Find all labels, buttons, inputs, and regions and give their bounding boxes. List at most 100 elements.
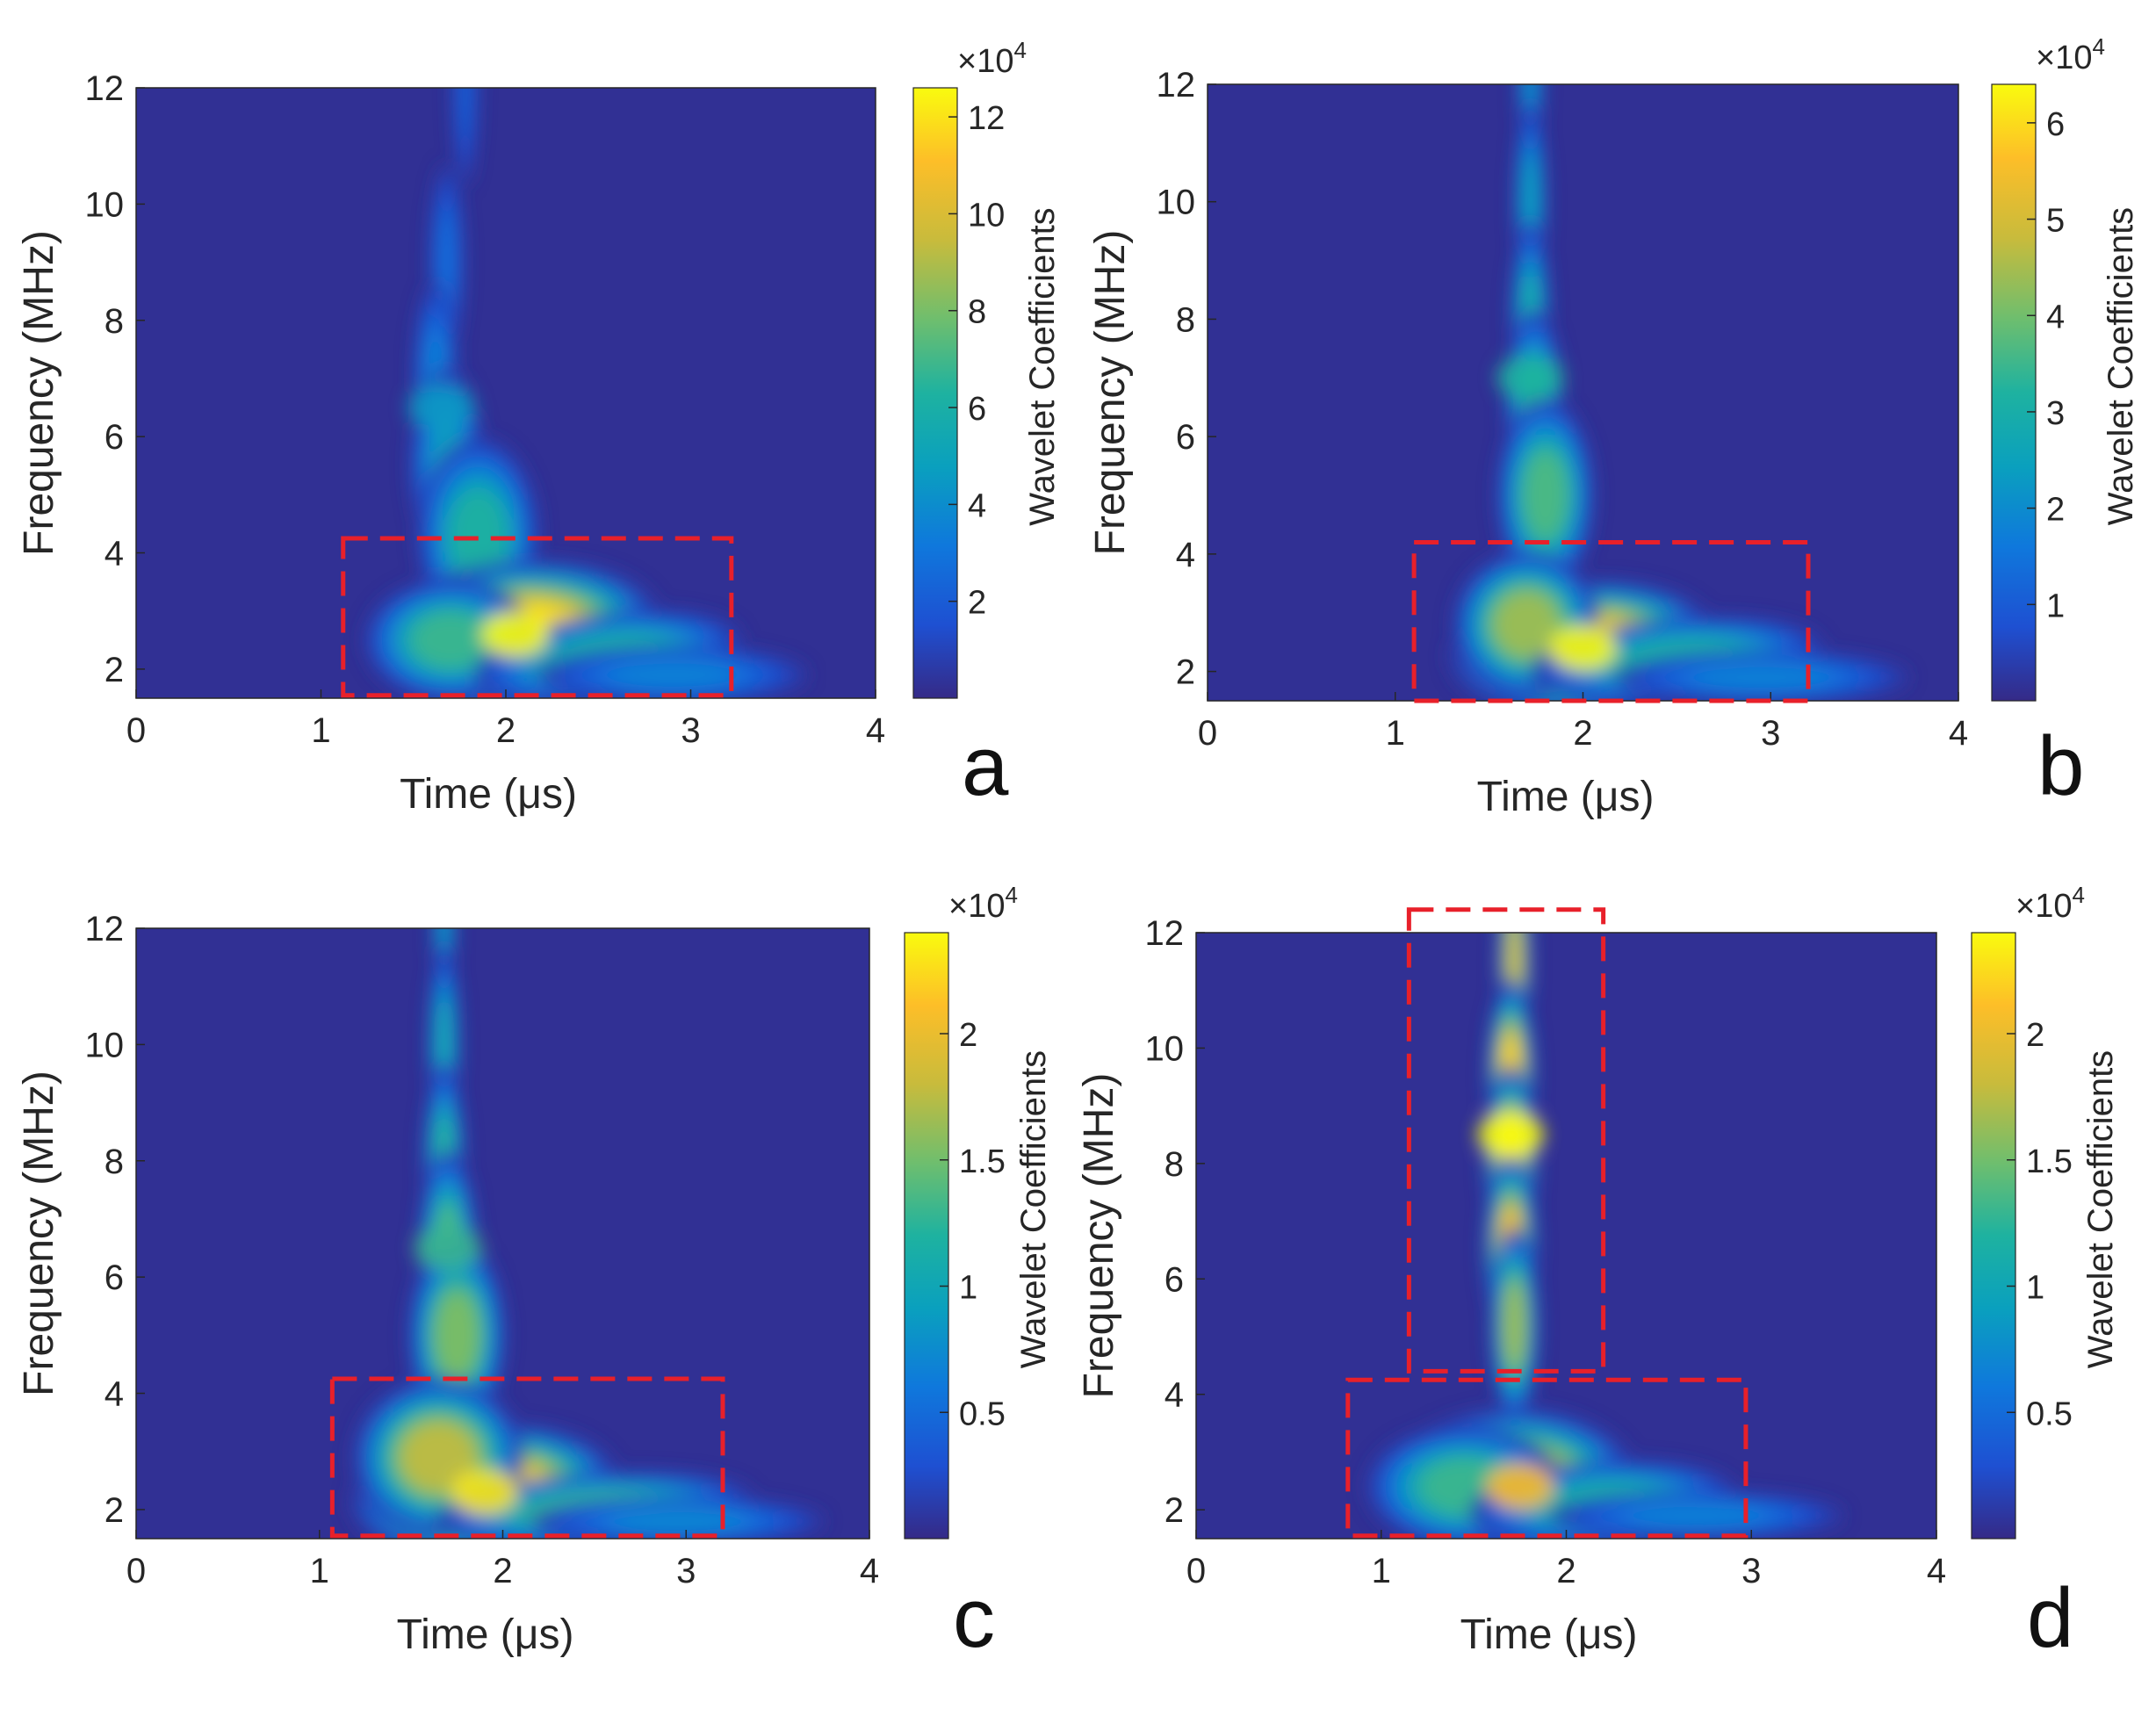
energy-blob bbox=[1630, 1504, 1762, 1527]
x-tick-label: 1 bbox=[1372, 1552, 1391, 1590]
ridge-mark bbox=[435, 1291, 480, 1379]
energy-blob bbox=[412, 612, 489, 667]
colorbar-exponent: 4 bbox=[1013, 37, 1026, 63]
y-axis-label: Frequency (MHz) bbox=[16, 230, 62, 556]
colorbar-tick-label: 1 bbox=[2046, 588, 2065, 624]
x-tick-label: 0 bbox=[1198, 714, 1217, 753]
x-tick-label: 4 bbox=[1927, 1552, 1946, 1590]
y-tick-label: 10 bbox=[85, 1026, 125, 1064]
energy-blob bbox=[612, 661, 732, 689]
y-tick-label: 10 bbox=[85, 185, 125, 224]
peak-hotspot bbox=[1477, 1112, 1545, 1157]
colorbar-multiplier: ×104 bbox=[948, 882, 1018, 925]
colorbar-multiplier: ×104 bbox=[2015, 882, 2085, 925]
x-tick-label: 2 bbox=[1556, 1552, 1576, 1590]
x-tick-label: 2 bbox=[496, 711, 516, 750]
x-tick-label: 4 bbox=[860, 1552, 879, 1590]
colorbar bbox=[1991, 83, 2037, 702]
panel-label: d bbox=[2027, 1571, 2073, 1665]
colorbar-tick-label: 0.5 bbox=[959, 1395, 1006, 1432]
colorbar-tick-label: 2 bbox=[959, 1017, 977, 1054]
highlight-box bbox=[341, 536, 734, 698]
highlight-box bbox=[329, 1376, 725, 1539]
heatmap-field bbox=[1447, 84, 1909, 701]
y-tick-label: 2 bbox=[1176, 653, 1195, 692]
x-tick-label: 3 bbox=[1741, 1552, 1761, 1590]
y-tick-label: 8 bbox=[1165, 1145, 1184, 1184]
y-tick-label: 4 bbox=[105, 535, 124, 573]
x-tick-label: 3 bbox=[1761, 714, 1780, 753]
peak-hotspot bbox=[414, 1225, 481, 1272]
ridge-mark bbox=[438, 218, 455, 306]
x-axis-label: Time (μs) bbox=[1460, 1612, 1638, 1658]
heatmap-field bbox=[350, 928, 825, 1539]
y-tick-label: 4 bbox=[1176, 536, 1195, 574]
colorbar-multiplier: ×104 bbox=[957, 37, 1027, 80]
x-tick-label: 2 bbox=[1573, 714, 1592, 753]
y-axis-label: Frequency (MHz) bbox=[1076, 1073, 1122, 1399]
colorbar-tick-label: 1.5 bbox=[2026, 1143, 2073, 1180]
x-tick-label: 4 bbox=[866, 711, 885, 750]
highlight-box bbox=[1411, 539, 1811, 703]
y-tick-label: 6 bbox=[1176, 418, 1195, 457]
colorbar-tick-label: 3 bbox=[2046, 395, 2065, 432]
y-tick-label: 10 bbox=[1157, 184, 1196, 222]
panel-label: a bbox=[962, 719, 1009, 813]
y-tick-label: 8 bbox=[105, 1143, 124, 1181]
highlight-box bbox=[1345, 1377, 1749, 1539]
energy-blob bbox=[400, 1422, 477, 1493]
colorbar-tick-label: 2 bbox=[2046, 492, 2065, 529]
colorbar-tick-label: 2 bbox=[2026, 1017, 2044, 1054]
y-axis-label: Frequency (MHz) bbox=[1087, 230, 1134, 556]
heatmap-field bbox=[1366, 933, 1843, 1539]
colorbar-label: Wavelet Coefficients bbox=[1014, 1050, 1053, 1368]
y-tick-label: 4 bbox=[1165, 1376, 1184, 1415]
panel-label: c bbox=[953, 1571, 995, 1665]
colorbar-tick-label: 8 bbox=[968, 294, 986, 331]
y-tick-label: 6 bbox=[1165, 1260, 1184, 1299]
y-tick-label: 2 bbox=[105, 1491, 124, 1530]
x-axis-label: Time (μs) bbox=[400, 771, 577, 818]
x-tick-label: 2 bbox=[493, 1552, 512, 1590]
colorbar-tick-label: 4 bbox=[2046, 299, 2065, 335]
peak-hotspot bbox=[1549, 624, 1617, 671]
y-tick-label: 6 bbox=[105, 1258, 124, 1297]
energy-blob bbox=[611, 1510, 743, 1532]
y-tick-label: 2 bbox=[1165, 1491, 1184, 1530]
energy-blob bbox=[1696, 665, 1827, 689]
ridge-mark bbox=[1503, 1281, 1525, 1369]
colorbar-tick-label: 2 bbox=[968, 585, 986, 622]
ridge-mark bbox=[1523, 451, 1568, 539]
x-tick-label: 3 bbox=[676, 1552, 696, 1590]
y-tick-label: 10 bbox=[1145, 1029, 1185, 1068]
colorbar-tick-label: 12 bbox=[968, 100, 1005, 137]
y-tick-label: 12 bbox=[85, 69, 125, 108]
y-tick-label: 2 bbox=[105, 651, 124, 689]
colorbar-tick-label: 6 bbox=[2046, 106, 2065, 143]
colorbar-tick-label: 4 bbox=[968, 487, 986, 524]
peak-hotspot bbox=[407, 385, 475, 431]
y-tick-label: 12 bbox=[1145, 914, 1185, 953]
colorbar-label: Wavelet Coefficients bbox=[2102, 207, 2140, 525]
y-tick-label: 4 bbox=[105, 1375, 124, 1414]
colorbar-tick-label: 6 bbox=[968, 391, 986, 428]
colorbar-tick-label: 1.5 bbox=[959, 1143, 1006, 1180]
colorbar-label: Wavelet Coefficients bbox=[1023, 207, 1062, 525]
y-tick-label: 8 bbox=[105, 302, 124, 341]
peak-hotspot bbox=[1496, 355, 1564, 401]
colorbar-tick-label: 1 bbox=[959, 1270, 977, 1307]
y-tick-label: 6 bbox=[105, 418, 124, 457]
y-tick-label: 12 bbox=[85, 910, 125, 948]
peak-hotspot bbox=[481, 611, 549, 658]
y-axis-label: Frequency (MHz) bbox=[16, 1071, 62, 1396]
x-axis-label: Time (μs) bbox=[397, 1612, 574, 1658]
colorbar bbox=[912, 87, 958, 699]
x-tick-label: 1 bbox=[311, 711, 330, 750]
x-tick-label: 1 bbox=[1386, 714, 1405, 753]
peak-hotspot bbox=[451, 1469, 518, 1516]
colorbar-tick-label: 0.5 bbox=[2026, 1395, 2073, 1432]
